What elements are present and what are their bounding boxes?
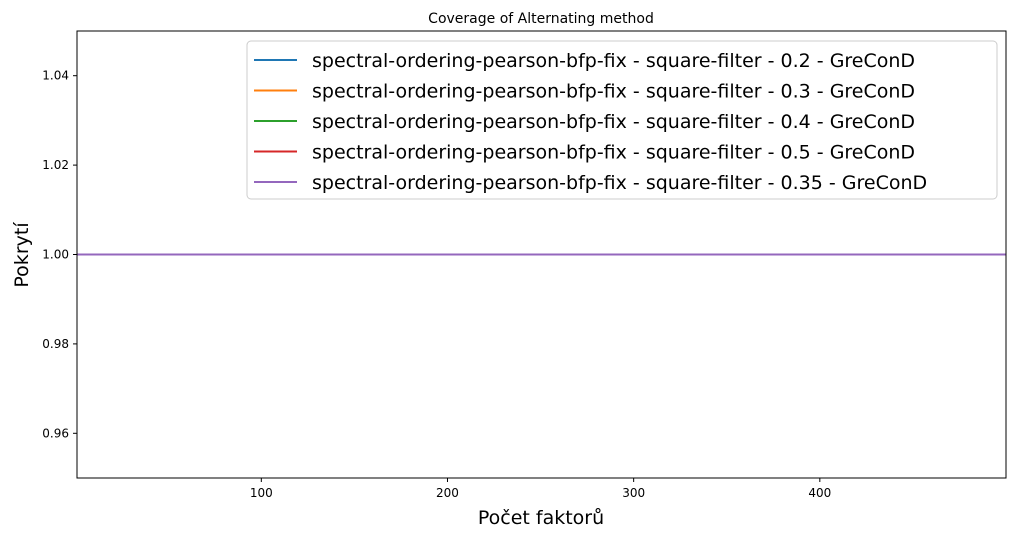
y-tick-label: 1.02 [42,158,69,172]
y-tick-label: 0.98 [42,337,69,351]
legend-label-3: spectral-ordering-pearson-bfp-fix - squa… [312,111,915,133]
legend: spectral-ordering-pearson-bfp-fix - squa… [246,40,998,200]
x-tick-label: 300 [622,486,645,500]
y-tick-label: 1.04 [42,69,69,83]
x-tick-label: 100 [250,486,273,500]
chart-title: Coverage of Alternating method [428,11,654,27]
y-axis-label: Pokrytí [11,222,33,288]
y-tick-label: 0.96 [42,426,69,440]
y-axis: 0.96 0.98 1.00 1.02 1.04 [42,69,77,440]
x-axis-label: Počet faktorů [478,507,604,529]
legend-box [246,40,998,200]
x-tick-label: 400 [808,486,831,500]
legend-label-5: spectral-ordering-pearson-bfp-fix - squa… [312,172,927,194]
legend-label-4: spectral-ordering-pearson-bfp-fix - squa… [312,142,915,164]
x-axis: 100 200 300 400 [250,478,831,500]
legend-label-1: spectral-ordering-pearson-bfp-fix - squa… [312,50,915,72]
y-tick-label: 1.00 [42,248,69,262]
x-tick-label: 200 [436,486,459,500]
legend-label-2: spectral-ordering-pearson-bfp-fix - squa… [312,81,915,103]
